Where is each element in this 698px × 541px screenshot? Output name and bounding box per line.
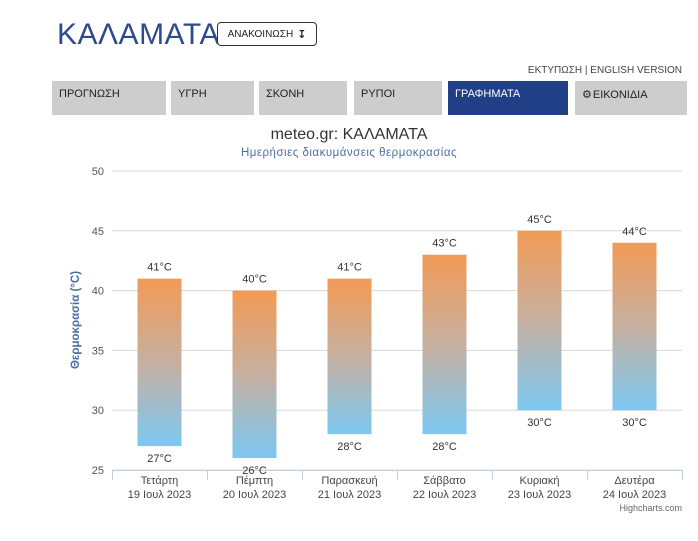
high-temp-label: 44°C bbox=[622, 226, 647, 238]
gear-icon: ⚙ bbox=[582, 89, 592, 101]
y-axis-title: Θερμοκρασία (°C) bbox=[70, 271, 82, 369]
top-links: ΕΚΤΥΠΩΣΗ | ENGLISH VERSION bbox=[528, 65, 682, 76]
high-temp-label: 43°C bbox=[432, 238, 457, 250]
data-labels: 41°C 27°C 40°C 26°C 41°C 28°C 43°C 28°C 45°C 30°C… bbox=[147, 214, 647, 477]
tab-label: ΓΡΑΦΗΜΑΤΑ bbox=[455, 88, 521, 100]
high-temp-label: 41°C bbox=[337, 262, 362, 274]
bar-series bbox=[137, 230, 657, 459]
y-tick-label: 30 bbox=[92, 405, 104, 417]
x-tick-label-day: Κυριακή bbox=[519, 475, 559, 487]
y-tick-label: 40 bbox=[92, 286, 104, 298]
high-temp-label: 40°C bbox=[242, 274, 267, 286]
x-tick-label-day: Τετάρτη bbox=[141, 475, 179, 487]
announcement-button[interactable]: ΑΝΑΚΟΙΝΩΣΗ ↧ bbox=[217, 22, 317, 46]
y-tick-label: 25 bbox=[92, 465, 104, 477]
temperature-range-bar[interactable] bbox=[422, 254, 467, 435]
temperature-range-bar[interactable] bbox=[327, 278, 372, 435]
page-title: ΚΑΛΑΜΑΤΑ bbox=[57, 18, 220, 51]
arrow-down-icon: ↧ bbox=[297, 28, 307, 41]
tab-pollutants[interactable]: ΡΥΠΟΙ bbox=[354, 81, 442, 115]
gridlines bbox=[112, 170, 682, 471]
high-temp-label: 45°C bbox=[527, 214, 552, 226]
low-temp-label: 28°C bbox=[337, 441, 362, 453]
chart-subtitle: Ημερήσιες διακυμάνσεις θερμοκρασίας bbox=[240, 147, 458, 159]
x-tick-label-date: 19 Ιουλ 2023 bbox=[128, 489, 192, 501]
announcement-label: ΑΝΑΚΟΙΝΩΣΗ bbox=[227, 28, 294, 40]
y-tick-label: 50 bbox=[92, 166, 104, 178]
link-separator: | bbox=[584, 65, 588, 76]
temperature-range-bar[interactable] bbox=[232, 290, 277, 459]
print-link[interactable]: ΕΚΤΥΠΩΣΗ bbox=[527, 65, 583, 76]
low-temp-label: 27°C bbox=[147, 453, 172, 465]
x-tick-label-date: 20 Ιουλ 2023 bbox=[223, 489, 287, 501]
y-axis: 25 30 35 40 45 50 bbox=[92, 166, 104, 477]
english-version-link[interactable]: ENGLISH VERSION bbox=[590, 65, 682, 76]
tab-label: ΣΚΟΝΗ bbox=[266, 88, 305, 100]
tab-label: ΠΡΟΓΝΩΣΗ bbox=[59, 88, 120, 100]
tab-label: ΡΥΠΟΙ bbox=[361, 88, 396, 100]
x-tick-label-date: 23 Ιουλ 2023 bbox=[508, 489, 572, 501]
low-temp-label: 30°C bbox=[527, 417, 552, 429]
tab-forecast[interactable]: ΠΡΟΓΝΩΣΗ bbox=[52, 81, 166, 115]
x-tick-label-day: Δευτέρα bbox=[614, 475, 655, 487]
x-tick-label-date: 22 Ιουλ 2023 bbox=[413, 489, 477, 501]
low-temp-label: 28°C bbox=[432, 441, 457, 453]
high-temp-label: 41°C bbox=[147, 262, 172, 274]
temperature-range-bar[interactable] bbox=[137, 278, 182, 447]
tab-dust[interactable]: ΣΚΟΝΗ bbox=[259, 81, 347, 115]
tab-charts[interactable]: ΓΡΑΦΗΜΑΤΑ bbox=[448, 81, 568, 115]
tab-humidity[interactable]: ΥΓΡΗ bbox=[171, 81, 254, 115]
low-temp-label: 30°C bbox=[622, 417, 647, 429]
x-tick-label-day: Πέμπτη bbox=[236, 475, 273, 487]
y-tick-label: 45 bbox=[92, 226, 104, 238]
y-tick-label: 35 bbox=[92, 345, 104, 357]
temperature-range-bar[interactable] bbox=[612, 242, 657, 411]
x-tick-label-date: 24 Ιουλ 2023 bbox=[603, 489, 667, 501]
x-tick-label-day: Σάββατο bbox=[423, 475, 465, 487]
x-tick-label-day: Παρασκευή bbox=[321, 475, 377, 487]
tab-label: ΕΙΚΟΝΙΔΙΑ bbox=[592, 89, 648, 101]
chart-title: meteo.gr: ΚΑΛΑΜΑΤΑ bbox=[270, 126, 428, 143]
credits-link[interactable]: Highcharts.com bbox=[619, 503, 682, 513]
temperature-range-bar[interactable] bbox=[517, 230, 562, 411]
x-tick-label-date: 21 Ιουλ 2023 bbox=[318, 489, 382, 501]
tab-icons[interactable]: ⚙ΕΙΚΟΝΙΔΙΑ bbox=[575, 81, 687, 115]
low-temp-label: 26°C bbox=[242, 465, 267, 477]
tab-label: ΥΓΡΗ bbox=[178, 88, 207, 100]
x-axis: Τετάρτη 19 Ιουλ 2023 Πέμπτη 20 Ιουλ 2023 Παρ… bbox=[112, 470, 683, 501]
